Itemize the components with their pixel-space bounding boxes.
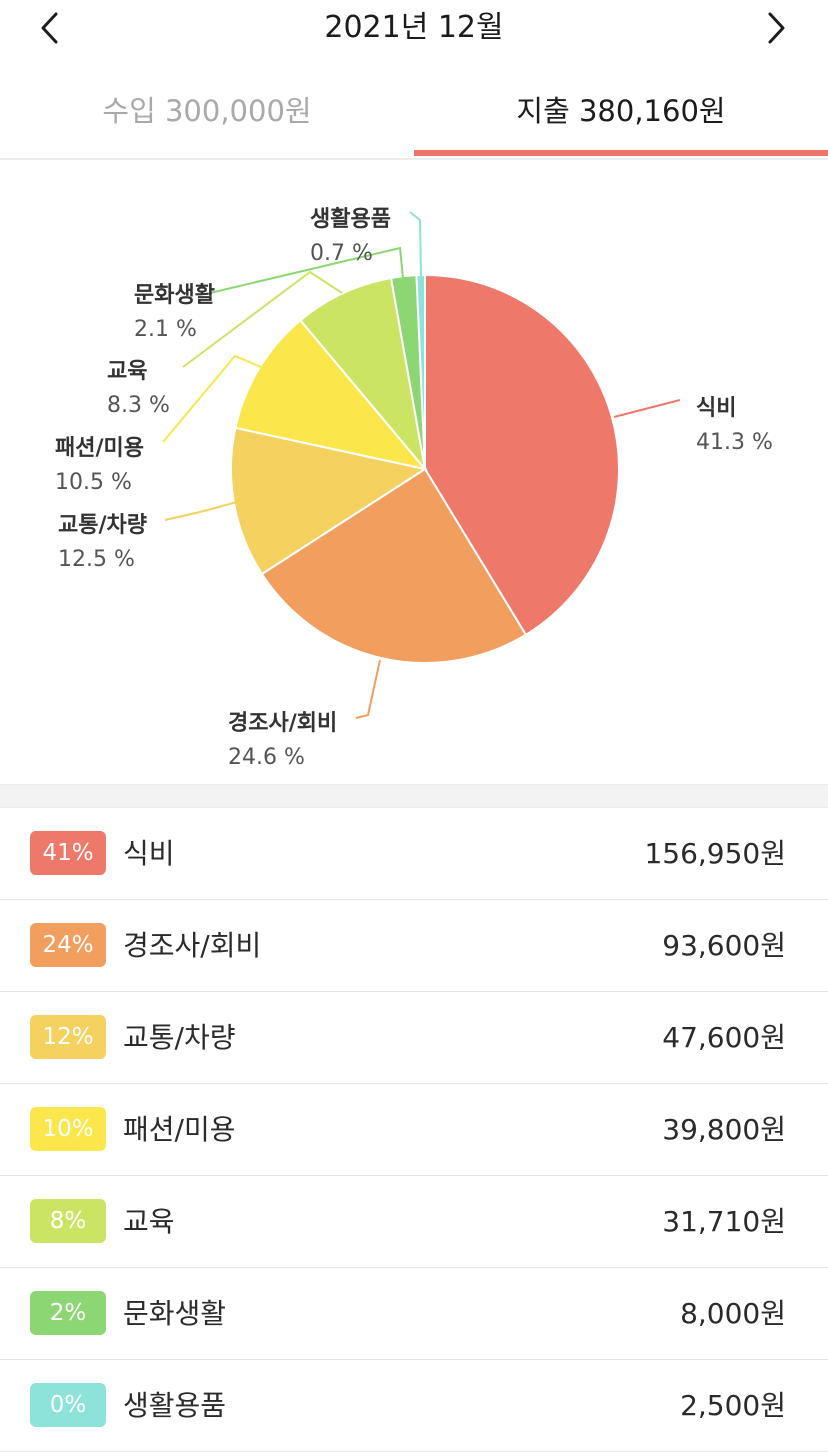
pie-label-fashion: 패션/미용	[55, 436, 144, 461]
category-name: 교육	[123, 1205, 175, 1238]
category-amount: 31,710원	[662, 1205, 786, 1238]
pie-percent-events-fees: 24.6 %	[228, 745, 305, 770]
expense-pie-chart: 식비 41.3 % 경조사/회비 24.6 % 교통/차량 12.5 % 패션/미용 10.5…	[0, 160, 828, 784]
pie-label-food: 식비	[696, 396, 736, 421]
chevron-left-icon	[41, 12, 58, 44]
pie-slice-education[interactable]	[298, 276, 427, 473]
percent-badge: 12%	[30, 1015, 106, 1059]
next-month-button[interactable]	[756, 8, 796, 48]
pie-slice-fashion[interactable]	[234, 318, 428, 471]
list-item[interactable]: 24% 경조사/회비 93,600원	[0, 900, 828, 992]
category-amount: 2,500원	[680, 1389, 786, 1422]
pie-label-events-fees: 경조사/회비	[228, 711, 337, 736]
percent-badge: 2%	[30, 1291, 106, 1335]
pie-percent-transport: 12.5 %	[58, 547, 135, 572]
percent-badge: 0%	[30, 1383, 106, 1427]
category-name: 생활용품	[123, 1389, 227, 1422]
list-item[interactable]: 10% 패션/미용 39,800원	[0, 1084, 828, 1176]
category-amount: 156,950원	[644, 837, 786, 870]
percent-badge: 41%	[30, 831, 106, 875]
month-title: 2021년 12월	[324, 10, 504, 45]
pie-percent-household: 0.7 %	[310, 241, 373, 266]
active-tab-indicator	[414, 150, 828, 156]
category-name: 문화생활	[123, 1297, 227, 1330]
list-item[interactable]: 12% 교통/차량 47,600원	[0, 992, 828, 1084]
pie-percent-culture: 2.1 %	[134, 317, 197, 342]
percent-badge: 10%	[30, 1107, 106, 1151]
category-amount: 39,800원	[662, 1113, 786, 1146]
list-item[interactable]: 8% 교육 31,710원	[0, 1176, 828, 1268]
pie-leader-line-household	[409, 211, 422, 277]
section-divider	[0, 784, 828, 808]
pie-leader-line-education	[182, 270, 343, 368]
pie-percent-food: 41.3 %	[696, 430, 773, 455]
category-name: 교통/차량	[123, 1021, 236, 1054]
pie-leader-line-events-fees	[355, 659, 381, 719]
category-name: 경조사/회비	[123, 929, 262, 962]
tab-expense[interactable]: 지출 380,160원	[516, 94, 726, 128]
pie-label-culture: 문화생활	[134, 283, 215, 308]
pie-percent-fashion: 10.5 %	[55, 470, 132, 495]
tab-income[interactable]: 수입 300,000원	[102, 94, 312, 128]
percent-badge: 8%	[30, 1199, 106, 1243]
month-header: 2021년 12월	[0, 0, 828, 56]
pie-slice-events-fees[interactable]	[260, 467, 528, 664]
list-item[interactable]: 41% 식비 156,950원	[0, 808, 828, 900]
list-item[interactable]: 0% 생활용품 2,500원	[0, 1360, 828, 1452]
pie-chart-svg: 식비 41.3 % 경조사/회비 24.6 % 교통/차량 12.5 % 패션/미용 10.5…	[55, 207, 773, 770]
income-expense-tabs: 수입 300,000원 지출 380,160원	[0, 72, 828, 160]
list-item[interactable]: 2% 문화생활 8,000원	[0, 1268, 828, 1360]
category-name: 패션/미용	[123, 1113, 236, 1146]
pie-leader-line-food	[613, 399, 681, 418]
pie-leader-line-culture	[209, 246, 404, 294]
pie-label-education: 교육	[107, 359, 147, 384]
pie-leader-line-transport	[164, 501, 238, 521]
pie-slice-food[interactable]	[424, 273, 620, 637]
pie-leader-line-fashion	[162, 354, 269, 443]
pie-label-transport: 교통/차량	[58, 513, 147, 538]
percent-badge: 24%	[30, 923, 106, 967]
category-amount: 8,000원	[680, 1297, 786, 1330]
chevron-right-icon	[768, 12, 785, 44]
category-list: 41% 식비 156,950원 24% 경조사/회비 93,600원 12% 교통/차량 47,…	[0, 808, 828, 1452]
prev-month-button[interactable]	[32, 8, 72, 48]
category-amount: 47,600원	[662, 1021, 786, 1054]
pie-label-household: 생활용품	[310, 207, 391, 232]
category-amount: 93,600원	[662, 929, 786, 962]
pie-percent-education: 8.3 %	[107, 393, 170, 418]
category-name: 식비	[123, 837, 175, 870]
